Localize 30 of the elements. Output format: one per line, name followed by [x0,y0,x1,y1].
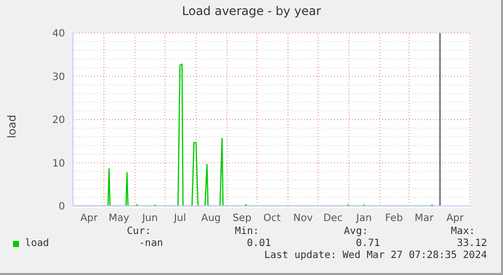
y-tick-label: 10 [52,158,65,170]
x-tick-label: Jan [355,213,372,224]
text: 0.01 [246,238,271,249]
x-tick-label: Apr [80,213,99,224]
legend-label: load [24,238,50,249]
y-tick-label: 20 [52,115,65,126]
text: 0.71 [356,238,380,249]
text: Cur: [126,226,151,237]
x-tick-label: Jun [141,213,158,224]
x-tick-label: Sep [232,213,252,224]
x-tick-label: Jul [172,213,186,224]
x-tick-label: Feb [385,213,403,224]
x-tick-label: Nov [293,213,313,224]
x-tick-label: Aug [201,213,221,224]
text: Last update: Wed Mar 27 07:28:35 2024 [264,250,487,261]
text: Min: [234,226,259,237]
x-tick-label: Dec [323,213,343,224]
text: -nan [138,238,163,249]
y-axis-title: load [6,114,18,140]
x-tick-label: May [108,213,130,224]
x-tick-label: Apr [446,213,465,224]
chart-title: Load average - by year [181,4,322,18]
text: 33.12 [456,238,487,249]
x-tick-label: Mar [414,213,434,224]
text: Avg: [344,226,368,237]
y-tick-label: 40 [52,28,65,40]
y-tick-label: 0 [58,202,65,213]
text: Max: [450,226,475,237]
x-tick-label: Oct [263,213,281,224]
y-tick-label: 30 [52,72,65,83]
